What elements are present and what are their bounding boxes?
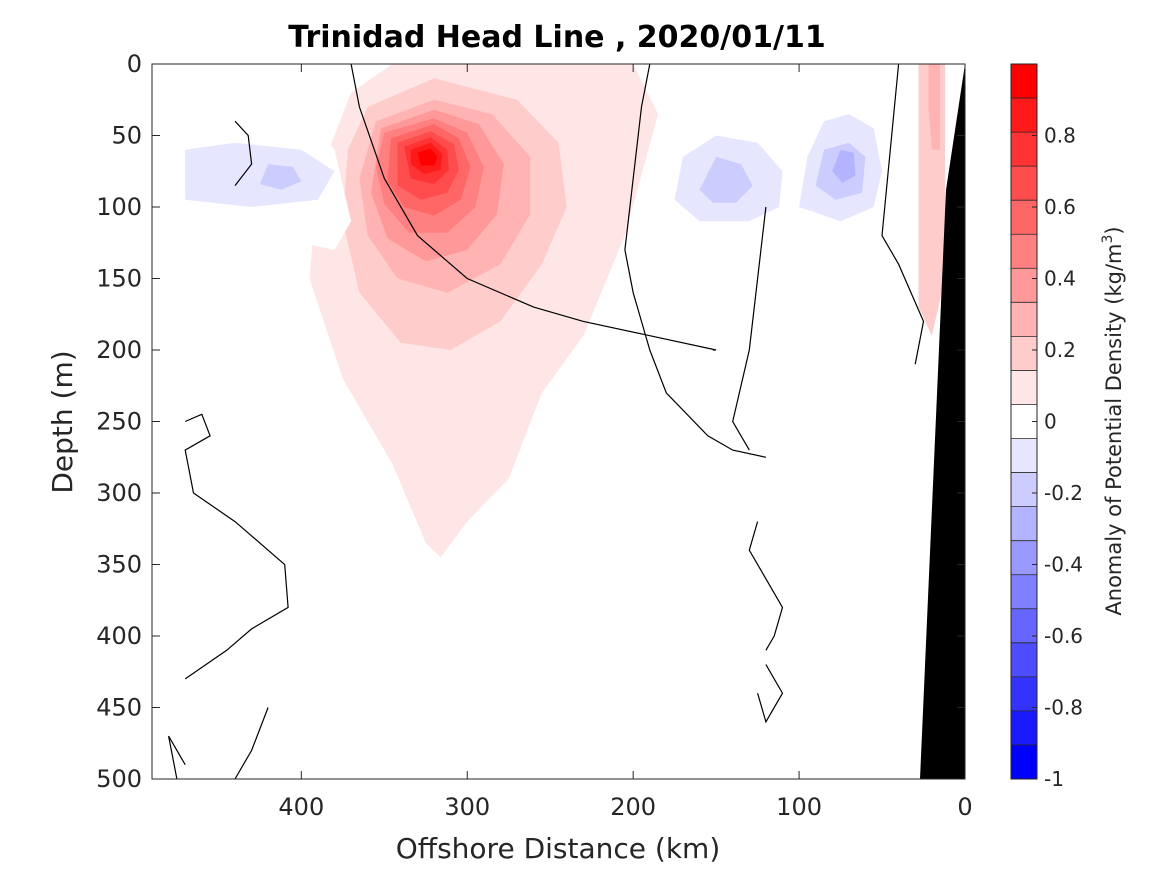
chart-title: Trinidad Head Line , 2020/01/11	[288, 20, 825, 55]
x-tick-label: 0	[957, 793, 972, 821]
plot-area	[151, 63, 966, 780]
colorbar-swatch	[1011, 472, 1037, 508]
y-tick-label: 450	[96, 694, 142, 722]
zero-contour-lines	[168, 64, 925, 779]
y-tick-label: 200	[96, 336, 142, 364]
colorbar-swatch	[1011, 268, 1037, 303]
colorbar-swatch	[1011, 370, 1037, 405]
zero-contour	[168, 735, 186, 779]
y-tick-label: 0	[127, 50, 142, 78]
colorbar-swatch	[1011, 302, 1037, 337]
colorbar-swatch	[1011, 166, 1037, 201]
colorbar-swatch	[1011, 608, 1037, 644]
y-axis: 0 50 100 150 200 250 300 350 400 450 500	[96, 50, 965, 793]
colorbar-ticks: 0.8 0.6 0.4 0.2 0 -0.2 -0.4 -0.6 -0.8 -1	[1032, 124, 1083, 791]
light-contour-band	[259, 164, 302, 190]
colorbar-swatch	[1011, 506, 1037, 542]
zero-contour	[748, 521, 784, 651]
x-axis-label: Offshore Distance (km)	[396, 832, 721, 865]
colorbar-tick-label: -0.6	[1044, 624, 1083, 648]
colorbar-tick-label: 0.2	[1044, 338, 1076, 362]
colorbar-swatch	[1011, 574, 1037, 610]
dense-contour-band	[417, 148, 438, 166]
colorbar-tick-label: 0.4	[1044, 267, 1076, 291]
colorbar-tick-label: 0	[1044, 410, 1057, 434]
zero-contour	[881, 64, 925, 365]
colorbar-swatch	[1011, 744, 1037, 780]
colorbar-tick-label: 0.8	[1044, 124, 1076, 148]
zero-contour	[350, 64, 717, 351]
colorbar-tick-label: -0.8	[1044, 696, 1083, 720]
zero-contour	[624, 64, 767, 458]
colorbar-label-superscript: 3	[1100, 235, 1116, 244]
x-tick-label: 200	[610, 793, 656, 821]
nearshore-contour-band	[928, 64, 941, 150]
x-tick-label: 100	[776, 793, 822, 821]
colorbar-label: Anomaly of Potential Density (kg/m3)	[1100, 226, 1126, 615]
light-contour-band	[832, 149, 856, 183]
colorbar-swatch	[1011, 540, 1037, 576]
y-tick-label: 350	[96, 551, 142, 579]
x-tick-label: 400	[278, 793, 324, 821]
zero-contour	[234, 707, 269, 779]
y-tick-label: 50	[111, 122, 142, 150]
x-axis: 400 300 200 100 0	[278, 64, 973, 821]
colorbar-swatch	[1011, 200, 1037, 235]
colorbar-swatch	[1011, 234, 1037, 269]
y-tick-label: 300	[96, 479, 142, 507]
colorbar-tick-label: 0.6	[1044, 195, 1076, 219]
colorbar-swatch	[1011, 438, 1037, 474]
x-tick-label: 300	[444, 793, 490, 821]
y-tick-label: 250	[96, 408, 142, 436]
colorbar-swatch	[1011, 710, 1037, 746]
zero-contour	[732, 206, 767, 451]
colorbar	[1010, 63, 1038, 780]
light-contour-band	[185, 142, 335, 207]
colorbar-label-text: Anomaly of Potential Density (kg/m	[1102, 244, 1126, 616]
y-tick-label: 100	[96, 193, 142, 221]
colorbar-swatch	[1011, 336, 1037, 371]
colorbar-tick-label: -0.2	[1044, 481, 1083, 505]
contour-fields	[152, 64, 946, 558]
colorbar-tick-label: -0.4	[1044, 553, 1083, 577]
light-contour-band	[699, 156, 753, 203]
bathymetry-mask	[920, 64, 965, 779]
colorbar-swatch	[1011, 64, 1037, 99]
colorbar-swatch	[1011, 642, 1037, 678]
y-tick-label: 400	[96, 622, 142, 650]
colorbar-swatch	[1011, 676, 1037, 712]
zero-contour	[757, 664, 784, 724]
zero-contour	[234, 120, 253, 186]
y-tick-label: 500	[96, 765, 142, 793]
zero-contour	[184, 413, 289, 680]
colorbar-swatch	[1011, 132, 1037, 167]
colorbar-label-close: )	[1102, 226, 1126, 234]
colorbar-tick-label: -1	[1044, 767, 1064, 791]
y-axis-label: Depth (m)	[46, 350, 79, 493]
y-tick-label: 150	[96, 265, 142, 293]
colorbar-swatch	[1011, 98, 1037, 133]
